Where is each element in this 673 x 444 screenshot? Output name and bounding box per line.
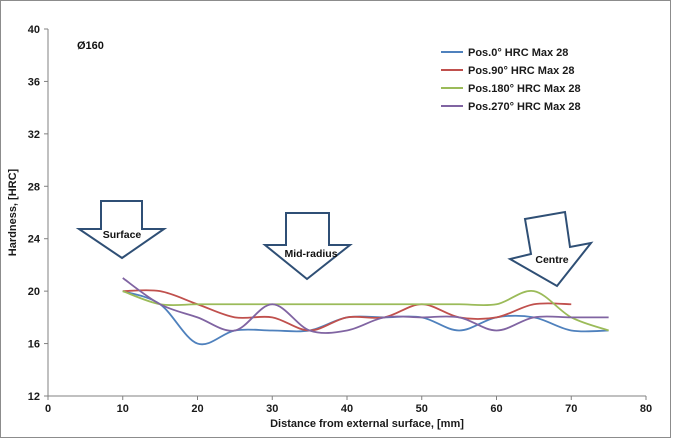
series-2-line [123, 290, 572, 330]
series-4 [123, 278, 609, 333]
x-tick-label: 20 [191, 403, 203, 415]
legend-label: Pos.180° HRC Max 28 [468, 83, 581, 95]
legend-item-3: Pos.180° HRC Max 28 [441, 83, 581, 95]
arrow-label-centre: Centre [535, 254, 568, 266]
legend-item-1: Pos.0° HRC Max 28 [441, 47, 568, 59]
y-tick-label: 20 [28, 286, 40, 298]
x-tick-label: 40 [341, 403, 353, 415]
y-tick-label: 36 [28, 76, 40, 88]
legend-item-4: Pos.270° HRC Max 28 [441, 101, 581, 113]
x-tick-label: 60 [490, 403, 502, 415]
y-tick-label: 16 [28, 339, 40, 351]
x-tick-label: 30 [266, 403, 278, 415]
arrow-label-mid-radius: Mid-radius [284, 248, 337, 260]
arrow-surface: Surface [79, 201, 164, 258]
arrow-mid-radius: Mid-radius [265, 213, 350, 279]
diameter-annotation: Ø160 [77, 40, 104, 52]
legend: Pos.0° HRC Max 28 Pos.90° HRC Max 28 Pos.1… [441, 47, 581, 113]
legend-item-2: Pos.90° HRC Max 28 [441, 65, 575, 77]
x-tick-label: 0 [45, 403, 51, 415]
arrow-centre: Centre [510, 212, 591, 286]
x-tick-label: 70 [565, 403, 577, 415]
x-tick-label: 50 [416, 403, 428, 415]
legend-label: Pos.270° HRC Max 28 [468, 101, 581, 113]
y-tick-label: 12 [28, 391, 40, 403]
y-axis-title: Hardness, [HRC] [7, 168, 19, 256]
y-tick-label: 40 [28, 24, 40, 36]
block-arrow-centre [510, 212, 591, 286]
legend-label: Pos.0° HRC Max 28 [468, 47, 568, 59]
series-4-line [123, 278, 609, 333]
x-axis-title: Distance from external surface, [mm] [270, 418, 464, 430]
y-tick-label: 32 [28, 129, 40, 141]
series-2 [123, 290, 572, 330]
x-tick-label: 10 [117, 403, 129, 415]
block-arrow-mid-radius [265, 213, 350, 279]
y-tick-label: 24 [28, 234, 41, 246]
position-arrows: Surface Mid-radius Centre [79, 201, 591, 286]
y-tick-label: 28 [28, 181, 40, 193]
x-tick-label: 80 [640, 403, 652, 415]
legend-label: Pos.90° HRC Max 28 [468, 65, 575, 77]
arrow-label-surface: Surface [103, 229, 142, 241]
series-lines [123, 278, 609, 344]
